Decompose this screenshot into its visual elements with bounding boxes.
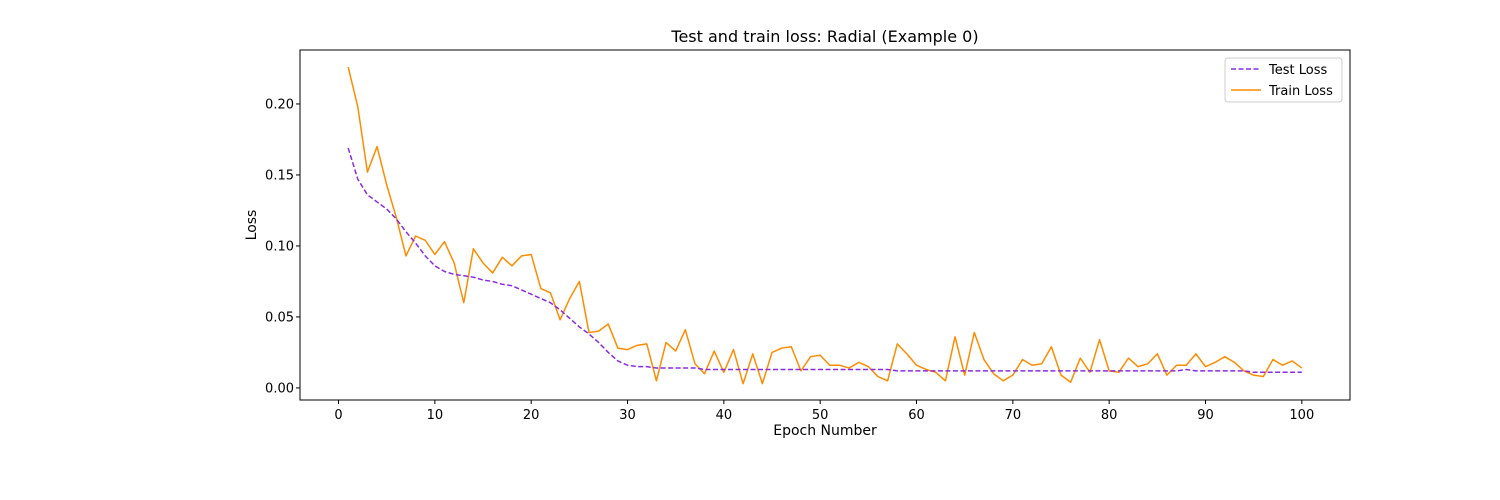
x-tick-label: 90 — [1197, 408, 1214, 423]
x-tick-label: 70 — [1005, 408, 1022, 423]
x-axis-label: Epoch Number — [773, 423, 877, 439]
x-tick-label: 50 — [812, 408, 829, 423]
test-loss-line — [347, 147, 1302, 374]
train-loss-line — [347, 66, 1303, 385]
axis-ticks: 0 10 20 30 40 50 60 70 80 90 100 0.00 0.05 0.10 0.15 0.… — [265, 97, 1314, 423]
x-tick-label: 60 — [908, 408, 925, 423]
y-tick-label: 0.20 — [265, 97, 294, 112]
axes-frame — [299, 49, 1351, 401]
x-tick-label: 100 — [1289, 408, 1314, 423]
x-tick-label: 30 — [619, 408, 636, 423]
x-tick-label: 40 — [716, 408, 733, 423]
legend: Test Loss Train Loss — [1224, 57, 1343, 103]
plot-area — [347, 66, 1303, 385]
y-tick-label: 0.00 — [265, 381, 294, 396]
x-tick-label: 10 — [427, 408, 444, 423]
y-tick-label: 0.05 — [265, 310, 294, 325]
legend-train-loss-label: Train Loss — [1268, 84, 1333, 99]
x-tick-label: 80 — [1101, 408, 1118, 423]
y-tick-label: 0.15 — [265, 168, 294, 183]
y-tick-label: 0.10 — [265, 239, 294, 254]
x-tick-label: 0 — [334, 408, 342, 423]
y-axis-label: Loss — [244, 210, 260, 241]
legend-test-loss-label: Test Loss — [1268, 63, 1327, 78]
chart-title: Test and train loss: Radial (Example 0) — [670, 27, 978, 46]
x-tick-label: 20 — [523, 408, 540, 423]
